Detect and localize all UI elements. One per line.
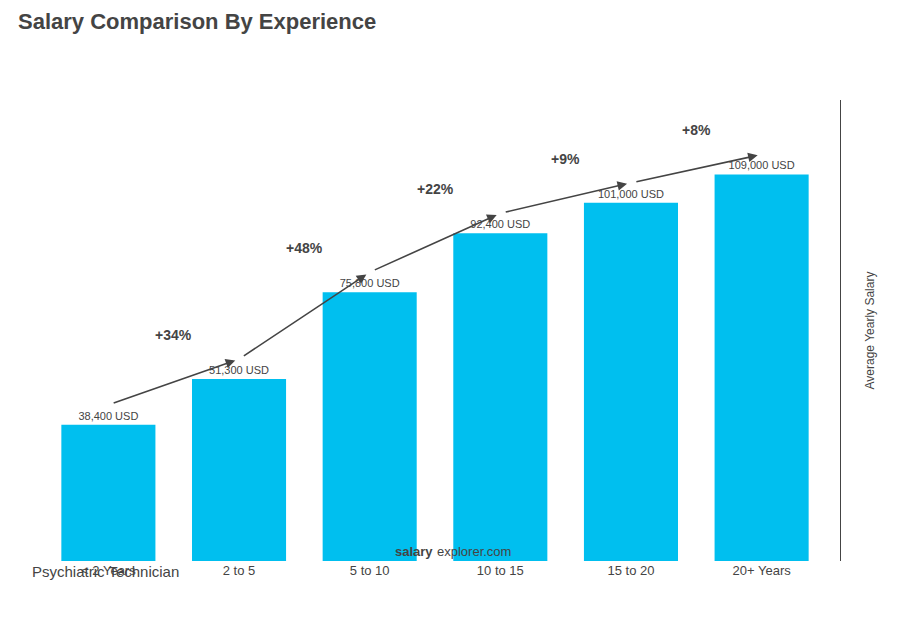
svg-text:15 to 20: 15 to 20 xyxy=(607,563,654,578)
svg-text:2 to 5: 2 to 5 xyxy=(223,563,256,578)
svg-text:+22%: +22% xyxy=(417,181,454,197)
svg-text:5 to 10: 5 to 10 xyxy=(350,563,390,578)
svg-text:+8%: +8% xyxy=(682,122,711,138)
svg-text:salary: salary xyxy=(395,544,433,559)
svg-text:51,300 USD: 51,300 USD xyxy=(209,364,269,376)
svg-text:+34%: +34% xyxy=(155,327,192,343)
svg-text:explorer.com: explorer.com xyxy=(437,544,511,559)
svg-text:+9%: +9% xyxy=(551,151,580,167)
svg-text:Average Yearly Salary: Average Yearly Salary xyxy=(863,272,877,390)
svg-text:101,000 USD: 101,000 USD xyxy=(598,188,664,200)
svg-text:38,400 USD: 38,400 USD xyxy=(78,410,138,422)
svg-text:< 2 Years: < 2 Years xyxy=(81,563,136,578)
svg-text:75,800 USD: 75,800 USD xyxy=(340,277,400,289)
svg-text:+48%: +48% xyxy=(286,240,323,256)
svg-text:10 to 15: 10 to 15 xyxy=(477,563,524,578)
svg-text:92,400 USD: 92,400 USD xyxy=(470,218,530,230)
svg-text:Psychiatric Technician: Psychiatric Technician xyxy=(32,563,179,580)
svg-text:20+ Years: 20+ Years xyxy=(733,563,792,578)
svg-text:109,000 USD: 109,000 USD xyxy=(729,159,795,171)
svg-text:Salary Comparison By Experienc: Salary Comparison By Experience xyxy=(18,9,376,34)
